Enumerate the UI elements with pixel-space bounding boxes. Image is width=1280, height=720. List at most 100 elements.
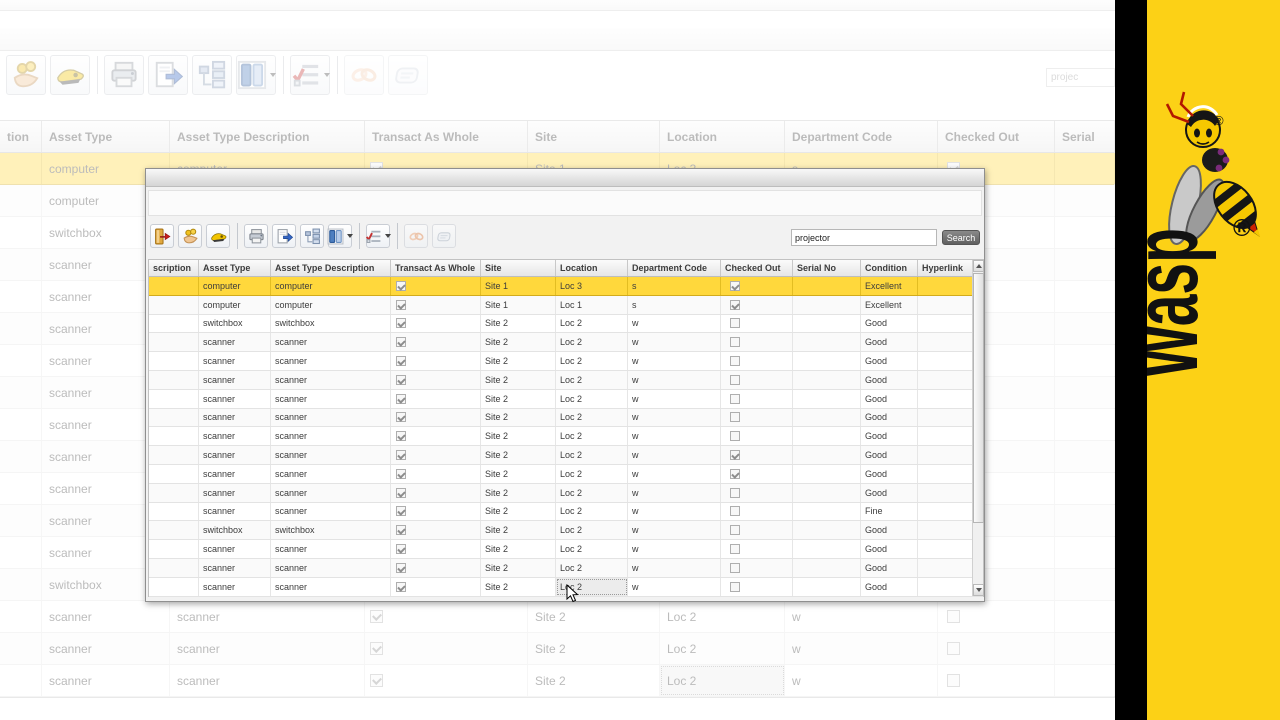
checkbox[interactable] [730, 544, 740, 555]
checkbox[interactable] [396, 468, 406, 479]
table-row[interactable]: scanner scanner Site 2 Loc 2 w Good [149, 408, 983, 428]
cell-asset_type: scanner [42, 665, 170, 696]
table-row[interactable]: scanner scanner Site 2 Loc 2 w Good [149, 352, 983, 371]
hand-coins-button[interactable] [6, 55, 46, 95]
checkbox[interactable] [730, 393, 740, 404]
table-row[interactable]: scanner scanner Site 2 Loc 2 w Good [149, 389, 983, 409]
edit-tool-button[interactable] [206, 224, 230, 248]
table-row[interactable]: scanner scanner Site 2 Loc 2 w Good [149, 370, 983, 390]
checkbox[interactable] [396, 544, 406, 555]
column-header[interactable]: Site [481, 260, 556, 276]
search-button[interactable]: Search [942, 230, 980, 245]
checkbox[interactable] [730, 581, 740, 592]
checkbox[interactable] [730, 562, 740, 573]
column-header[interactable]: Department Code [628, 260, 721, 276]
hand-coins-button[interactable] [178, 224, 202, 248]
checkbox[interactable] [396, 487, 406, 498]
table-row[interactable]: switchbox switchbox Site 2 Loc 2 w Good [149, 314, 983, 334]
checkbox[interactable] [396, 280, 406, 291]
table-row[interactable]: switchbox switchbox Site 2 Loc 2 w Good [149, 521, 983, 541]
hierarchy-button[interactable] [192, 55, 232, 95]
checkbox[interactable] [730, 412, 740, 423]
export-button[interactable] [148, 55, 188, 95]
checkbox[interactable] [396, 318, 406, 329]
filter-list-button[interactable] [365, 224, 391, 248]
scroll-thumb[interactable] [973, 273, 984, 523]
cell-checked_out [721, 521, 793, 540]
cell-description [149, 558, 199, 577]
table-row[interactable]: scanner scanner Site 2 Loc 2 w Good [149, 540, 983, 559]
checkbox[interactable] [730, 468, 740, 479]
checkbox[interactable] [730, 374, 740, 385]
checkbox[interactable] [730, 525, 740, 536]
vertical-scrollbar[interactable] [972, 260, 984, 596]
cell-department_code: w [785, 601, 938, 632]
table-row[interactable]: scanner scanner Site 2 Loc 2 w Good [149, 483, 983, 503]
cell-condition: Good [861, 577, 918, 596]
checkbox[interactable] [730, 431, 740, 442]
checkbox[interactable] [396, 506, 406, 517]
column-header[interactable]: Asset Type Description [271, 260, 391, 276]
column-header[interactable]: Transact As Whole [391, 260, 481, 276]
column-header[interactable]: Location [556, 260, 628, 276]
search-input[interactable] [791, 229, 937, 246]
checkbox[interactable] [730, 506, 740, 517]
checkbox[interactable] [396, 337, 406, 348]
checkbox[interactable] [730, 450, 740, 461]
bg-search-input[interactable]: projec [1046, 68, 1115, 87]
column-header[interactable]: Checked Out [721, 260, 793, 276]
checkbox [947, 610, 960, 623]
checkbox[interactable] [396, 431, 406, 442]
columns-button[interactable] [236, 55, 276, 95]
edit-tool-button[interactable] [50, 55, 90, 95]
checkbox[interactable] [396, 374, 406, 385]
cell-transact_as_whole [391, 389, 481, 408]
columns-button[interactable] [327, 224, 353, 248]
column-header[interactable]: Serial No [793, 260, 861, 276]
checkbox[interactable] [396, 562, 406, 573]
checkbox[interactable] [730, 487, 740, 498]
table-row[interactable]: scanner scanner Site 2 Loc 2 w Good [149, 558, 983, 578]
cell-department_code: w [628, 464, 721, 483]
checkbox[interactable] [730, 337, 740, 348]
checkbox[interactable] [396, 356, 406, 367]
table-row[interactable]: computer computer Site 1 Loc 1 s Excellent [149, 295, 983, 315]
door-arrow-button[interactable] [150, 224, 174, 248]
checkbox[interactable] [730, 318, 740, 329]
printer-button[interactable] [104, 55, 144, 95]
table-row[interactable]: scanner scanner Site 2 Loc 2 w Fine [149, 502, 983, 522]
checkbox[interactable] [730, 356, 740, 367]
cell-checked_out [721, 352, 793, 370]
cell-checked_out [721, 314, 793, 333]
checkbox[interactable] [396, 525, 406, 536]
table-row[interactable]: computer computer Site 1 Loc 3 s Excellent [149, 277, 983, 296]
bg-chrome-band [0, 28, 1115, 50]
checkbox[interactable] [396, 450, 406, 461]
scroll-down-button[interactable] [973, 584, 984, 596]
printer-button[interactable] [244, 224, 268, 248]
checkbox[interactable] [396, 393, 406, 404]
checkbox[interactable] [730, 299, 740, 310]
column-header[interactable]: scription [149, 260, 199, 276]
table-row[interactable]: scanner scanner Site 2 Loc 2 w Good [149, 333, 983, 353]
hierarchy-button[interactable] [300, 224, 324, 248]
cell-asset_type_description: scanner [271, 427, 391, 446]
checkbox[interactable] [396, 412, 406, 423]
filter-list-button[interactable] [290, 55, 330, 95]
column-header[interactable]: Condition [861, 260, 918, 276]
cell-department_code: w [628, 577, 721, 596]
table-row[interactable]: scanner scanner Site 2 Loc 2 w Good [149, 446, 983, 465]
hand-coins-icon [11, 60, 41, 90]
table-row[interactable]: scanner scanner Site 2 Loc 2 w Good [149, 427, 983, 447]
table-row[interactable]: scanner scanner Site 2 Loc 2 w Good [149, 464, 983, 484]
scroll-up-button[interactable] [973, 260, 984, 272]
overlay-titlebar[interactable] [146, 169, 984, 187]
checkbox[interactable] [396, 581, 406, 592]
cell-site: Site 2 [528, 665, 660, 696]
checkbox[interactable] [730, 280, 740, 291]
checkbox[interactable] [396, 299, 406, 310]
column-header[interactable]: Hyperlink [918, 260, 975, 276]
cell-transact_as_whole [391, 333, 481, 352]
export-button[interactable] [272, 224, 296, 248]
column-header[interactable]: Asset Type [199, 260, 271, 276]
